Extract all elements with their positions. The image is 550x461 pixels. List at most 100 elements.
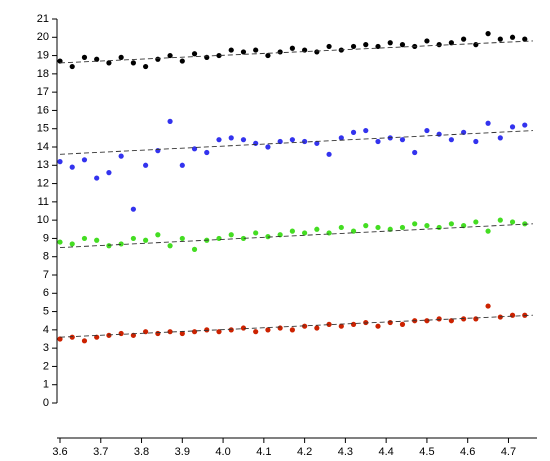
point — [375, 323, 381, 329]
point — [473, 219, 479, 225]
point — [399, 224, 406, 231]
point — [485, 31, 491, 37]
point — [289, 327, 295, 333]
point — [228, 327, 234, 333]
point — [302, 230, 308, 236]
point — [265, 234, 271, 240]
point — [204, 149, 210, 156]
point — [350, 228, 357, 234]
point — [253, 230, 259, 236]
y-tick-label: 8 — [43, 251, 49, 263]
point — [448, 318, 454, 324]
point — [130, 60, 136, 66]
point — [461, 36, 467, 42]
x-tick-label: 3.9 — [175, 446, 190, 458]
point — [473, 316, 479, 322]
point — [424, 127, 430, 134]
point — [314, 49, 320, 55]
point — [179, 58, 185, 64]
point — [167, 118, 173, 124]
point — [81, 338, 88, 344]
point — [253, 47, 259, 53]
point — [289, 228, 295, 234]
point — [314, 325, 320, 331]
point — [277, 138, 283, 145]
point — [338, 135, 344, 141]
point — [509, 219, 516, 225]
trend-line — [59, 314, 533, 338]
point — [399, 137, 406, 143]
point — [155, 148, 161, 154]
point — [69, 63, 75, 70]
point — [228, 232, 234, 238]
point — [228, 135, 234, 141]
y-tick-label: 11 — [38, 196, 49, 208]
point — [106, 170, 112, 176]
point — [338, 323, 344, 329]
y-tick-label: 14 — [37, 141, 49, 153]
trend-line — [59, 130, 533, 155]
point — [94, 237, 100, 243]
point — [473, 138, 479, 145]
x-tick-label: 4.6 — [460, 446, 475, 458]
point — [509, 34, 516, 40]
point — [216, 137, 222, 143]
point — [240, 325, 247, 331]
point — [363, 42, 369, 48]
point — [436, 224, 442, 231]
y-tick-label: 13 — [37, 159, 49, 171]
point — [473, 42, 479, 48]
point — [240, 235, 247, 242]
point — [216, 52, 222, 59]
point — [57, 239, 63, 245]
y-tick-label: 20 — [37, 31, 49, 43]
point — [448, 40, 454, 46]
point — [179, 162, 185, 168]
x-tick-label: 4.4 — [379, 446, 394, 458]
point — [387, 40, 393, 46]
point — [424, 223, 430, 229]
x-tick-label: 4.1 — [256, 446, 271, 458]
point — [118, 54, 124, 61]
y-tick-label: 5 — [43, 305, 49, 317]
y-tick-label: 19 — [37, 49, 49, 61]
y-tick-label: 2 — [43, 360, 49, 372]
point — [253, 329, 259, 335]
point — [216, 329, 222, 335]
y-tick-label: 3 — [43, 342, 49, 354]
point — [265, 144, 271, 150]
point — [497, 135, 503, 141]
point — [143, 162, 149, 168]
y-tick-label: 16 — [37, 104, 49, 116]
point — [302, 138, 308, 145]
point — [436, 131, 442, 137]
point — [81, 235, 88, 242]
point — [326, 230, 332, 236]
x-tick-label: 4.3 — [338, 446, 353, 458]
point — [375, 138, 381, 145]
point — [167, 52, 173, 59]
point — [399, 42, 406, 48]
point — [57, 58, 63, 64]
x-tick-label: 4.2 — [297, 446, 312, 458]
point — [106, 60, 112, 66]
point — [240, 49, 247, 55]
point — [253, 140, 259, 146]
point — [448, 137, 454, 143]
point — [69, 241, 75, 247]
y-tick-label: 21 — [37, 13, 49, 25]
point — [191, 246, 198, 252]
point — [155, 330, 161, 337]
point — [191, 329, 198, 335]
point — [485, 120, 491, 126]
point — [485, 228, 491, 234]
point — [277, 49, 283, 55]
point — [326, 43, 332, 50]
trend-line — [59, 223, 533, 249]
point — [118, 241, 124, 247]
point — [179, 330, 185, 337]
point — [424, 38, 430, 44]
point — [130, 235, 136, 242]
point — [509, 312, 516, 318]
